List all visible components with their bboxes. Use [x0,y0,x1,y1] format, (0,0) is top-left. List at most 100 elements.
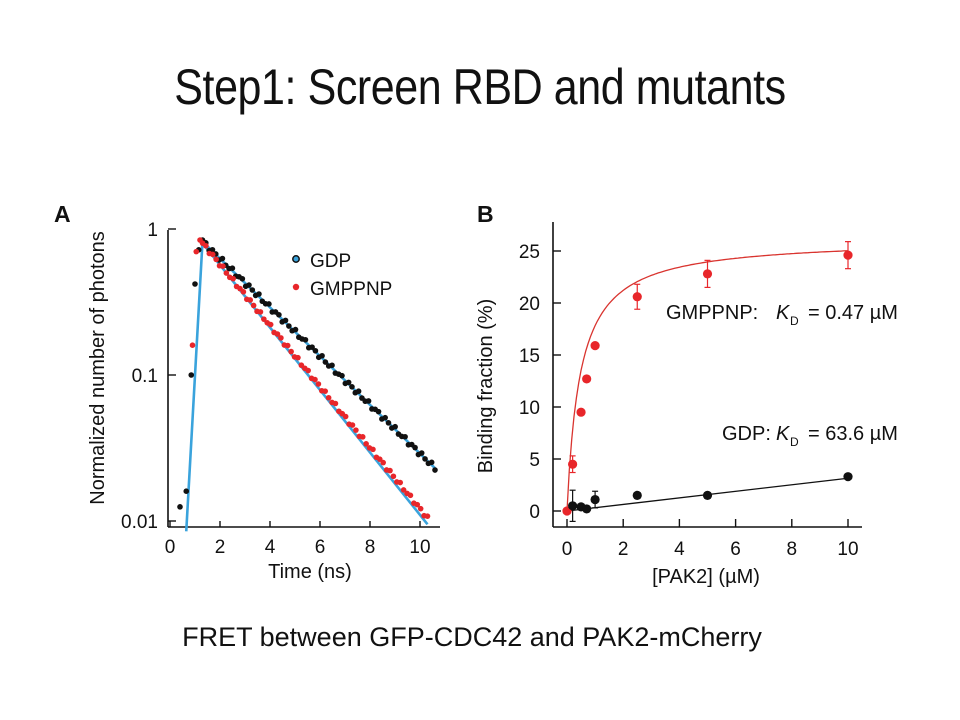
panel-a-point-gdp [256,291,262,297]
panel-b-y-label: Binding fraction (%) [475,299,497,474]
panel-a-point-gdp [392,423,398,430]
panel-a-point-gmppnp [353,427,359,433]
panel-a-point-gdp [329,362,335,369]
panel-a-axes [167,230,440,528]
panel-a-point-gdp [375,408,382,415]
panel-a-point-gdp [312,347,319,354]
panel-a-point-gmppnp [250,302,257,309]
panel-a-point-gdp [412,444,418,451]
panel-b-x-tick-label: 8 [787,539,798,560]
panel-a-point-gmppnp [332,400,339,407]
panel-a-point-gdp [418,450,425,456]
legend-gmppnp-marker [292,283,300,291]
panel-a-point-gdp [177,504,183,510]
legend-gmppnp-label: GMPPNP [310,279,392,300]
annotation-gmppnp-label: GMPPNP: [666,302,758,324]
panel-a-point-gdp [322,359,329,365]
panel-b-axes [552,222,862,528]
panel-a-point-gmppnp [189,342,196,348]
panel-a-point-gmppnp [209,251,216,258]
panel-b-point-gmppnp [843,250,853,260]
panel-b-tick-labels: 0 2 4 6 8 10 0 5 10 15 20 25 [519,242,859,560]
panel-a-point-gmppnp [370,446,376,453]
panel-b-y-tick-label: 15 [519,346,540,367]
panel-a-point-gmppnp [213,256,219,263]
panel-b-y-tick-label: 10 [519,398,540,419]
panel-a-point-gmppnp [230,275,236,282]
panel-a-point-gmppnp [261,316,267,322]
panel-a: A 0 2 4 6 8 10 1 0.1 0.01 Time (ns) Normalized n… [54,201,440,583]
panel-a-point-gmppnp [414,501,421,508]
panel-a-point-gmppnp [288,348,294,355]
panel-a-point-gdp [382,414,388,421]
panel-b-y-tick-label: 5 [529,450,540,471]
panel-a-point-gmppnp [193,248,200,255]
panel-a-point-gdp [355,388,362,395]
panel-a-point-gmppnp [342,413,349,420]
annotation-gdp: GDP: K D = 63.6 µM [722,423,898,449]
panel-a-point-gmppnp [325,394,332,401]
panel-a-point-gmppnp [417,505,424,512]
annotation-gdp-value: = 63.6 µM [808,423,898,445]
panel-a-point-gmppnp [390,473,397,480]
panel-a-point-gdp [422,456,428,462]
panel-a-point-gdp [183,488,190,494]
panel-b: B 0 2 4 6 8 10 0 5 10 15 20 25 [PAK2] (µM) Binding … [475,201,898,588]
panel-a-point-gmppnp [387,467,393,474]
panel-b-point-gmppnp [576,407,586,417]
panel-b-x-tick-label: 10 [837,539,858,560]
panel-a-point-gdp [209,246,216,253]
panel-a-point-gdp [309,344,315,350]
panel-a-y-tick-label: 0.1 [132,366,158,387]
panel-a-point-gmppnp [220,263,226,269]
panel-b-point-gdp [568,501,578,511]
panel-a-y-tick-label: 1 [147,220,158,241]
panel-a-point-gmppnp [376,456,383,462]
panel-b-point-gdp [702,490,713,500]
panel-a-x-tick-label: 0 [165,537,176,558]
annotation-gmppnp: GMPPNP: K D = 0.47 µM [666,302,898,328]
panel-a-point-gmppnp [278,335,284,341]
panel-a-point-gmppnp [305,367,311,374]
panel-a-tick-labels: 0 2 4 6 8 10 1 0.1 0.01 [121,220,431,558]
panel-b-x-tick-label: 6 [730,539,741,560]
panel-b-fit-gmppnp [566,250,848,512]
panel-a-point-gdp [249,287,256,293]
panel-a-point-gmppnp [400,487,407,493]
panel-a-point-gdp [345,379,352,386]
panel-a-point-gmppnp [257,309,264,315]
panel-a-x-tick-label: 10 [409,537,430,558]
panel-a-point-gdp [239,275,246,282]
panel-a-point-gdp [365,398,372,404]
panel-a-point-gmppnp [247,297,254,303]
panel-a-ticks [168,228,421,527]
panel-b-point-gmppnp [632,292,642,302]
panel-a-point-gdp [292,326,299,333]
panel-a-point-gmppnp [424,513,431,519]
annotation-gdp-sub: D [790,435,799,449]
annotation-gdp-k: K [776,423,791,445]
panel-a-point-gdp [219,255,226,262]
panel-a-point-gdp [276,311,282,318]
panel-a-point-gmppnp [380,459,386,466]
panel-a-x-tick-label: 4 [265,537,276,558]
panel-b-x-tick-label: 4 [674,539,685,560]
panel-a-point-gdp [432,467,438,473]
panel-a-point-gmppnp [359,434,366,440]
panel-a-point-gmppnp [274,331,281,337]
slide-title: Step1: Screen RBD and mutants [174,59,786,115]
panel-a-x-label: Time (ns) [268,561,352,583]
panel-b-point-gmppnp [582,374,592,384]
panel-b-x-tick-label: 0 [562,539,573,560]
legend-gdp-marker [292,255,300,263]
panel-a-point-gmppnp [295,354,301,361]
panel-a-point-gmppnp [267,321,274,328]
panel-b-y-tick-label: 0 [529,502,540,523]
annotation-gmppnp-value: = 0.47 µM [808,302,898,324]
annotation-gmppnp-k: K [776,302,791,324]
panel-a-point-gmppnp [315,381,322,387]
panel-a-point-gdp [385,420,392,426]
legend-gdp-label: GDP [310,251,351,272]
panel-a-point-gdp [282,317,289,324]
panel-a-point-gdp [302,336,309,343]
